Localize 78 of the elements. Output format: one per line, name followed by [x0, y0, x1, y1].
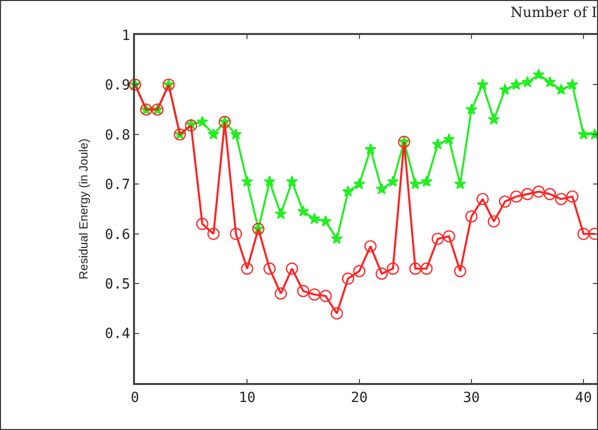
point	[241, 262, 254, 275]
x-tick-label: 10	[238, 390, 256, 406]
y-tick-label: 0.4	[104, 326, 130, 342]
point	[521, 188, 534, 200]
y-tick-label: 1	[122, 28, 130, 44]
point	[241, 175, 254, 187]
x-tick-label: 40	[575, 390, 592, 406]
point	[364, 143, 376, 154]
point	[330, 307, 343, 320]
point	[454, 178, 466, 190]
point	[476, 78, 489, 90]
point	[544, 76, 556, 88]
point	[364, 240, 377, 252]
point	[353, 265, 366, 278]
point	[522, 76, 534, 88]
point	[443, 133, 455, 145]
point	[566, 78, 578, 90]
point	[544, 188, 556, 200]
point	[376, 268, 388, 280]
point	[532, 68, 545, 80]
point	[297, 284, 310, 298]
point	[230, 228, 242, 240]
point	[432, 232, 444, 245]
point	[386, 175, 399, 187]
point	[409, 262, 422, 275]
point	[532, 186, 545, 198]
point	[386, 262, 400, 275]
point	[274, 287, 287, 300]
point	[196, 218, 208, 230]
point	[577, 228, 590, 240]
point	[488, 113, 500, 125]
point	[264, 175, 276, 187]
point	[465, 210, 478, 223]
point	[208, 128, 220, 140]
point	[555, 83, 568, 95]
point	[376, 182, 388, 194]
chart-title: Number of I	[510, 5, 597, 22]
point	[342, 185, 354, 197]
point	[308, 288, 321, 301]
y-tick-label: 0.5	[104, 276, 130, 292]
point	[286, 262, 298, 275]
point	[488, 215, 500, 228]
point	[498, 195, 512, 208]
y-tick-label: 0.7	[104, 177, 130, 194]
point	[465, 103, 478, 115]
x-tick-label: 0	[130, 390, 140, 406]
point	[286, 175, 298, 187]
point	[510, 190, 522, 203]
point	[409, 178, 422, 190]
point	[196, 116, 208, 128]
point	[420, 262, 433, 275]
point	[297, 205, 310, 217]
x-tick-label: 20	[350, 390, 368, 406]
point	[207, 228, 220, 240]
y-axis-title: Residual Energy (in Joule)	[76, 138, 91, 280]
point	[454, 265, 466, 278]
point	[476, 192, 489, 206]
point	[330, 232, 343, 244]
point	[263, 262, 276, 275]
y-tick-label: 0.8	[104, 127, 130, 144]
point	[230, 128, 242, 140]
point	[510, 78, 522, 90]
point	[432, 138, 444, 150]
point	[442, 230, 456, 242]
point	[555, 192, 568, 206]
point	[308, 212, 320, 224]
point	[499, 83, 511, 95]
point	[342, 272, 354, 285]
y-tick-label: 0.6	[104, 226, 130, 243]
point	[578, 128, 590, 140]
point	[353, 178, 366, 190]
point	[420, 175, 432, 187]
point	[320, 215, 332, 227]
point	[274, 208, 287, 220]
x-tick-label: 30	[462, 390, 480, 406]
point	[566, 190, 578, 203]
point	[320, 290, 332, 302]
y-tick-label: 0.9	[104, 78, 130, 94]
